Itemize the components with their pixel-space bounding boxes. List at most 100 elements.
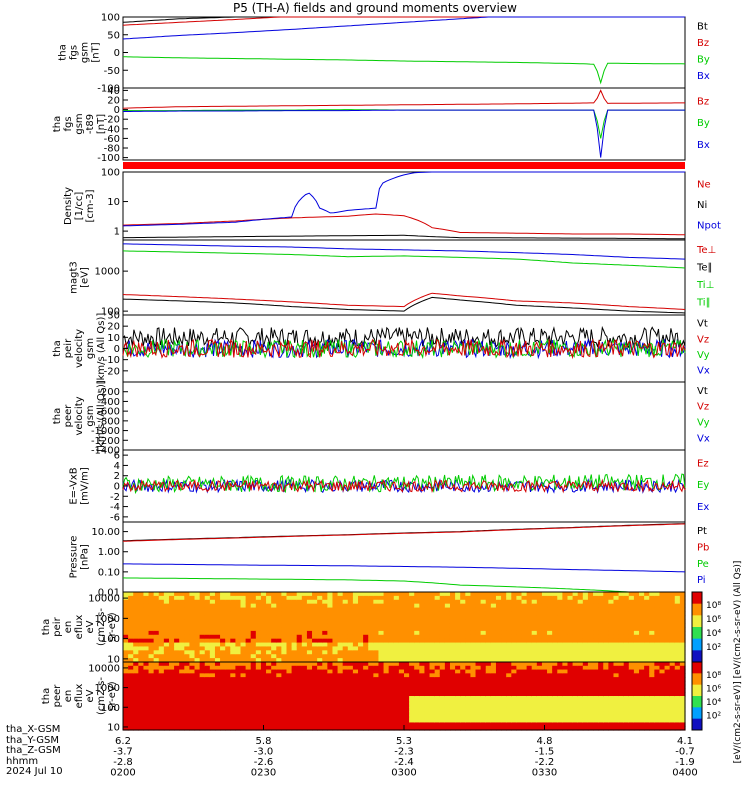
spectrogram-cell	[562, 630, 569, 636]
spectrogram-cell	[123, 692, 129, 697]
spectrogram-cell	[674, 726, 681, 731]
spectrogram-cell	[587, 688, 594, 693]
spectrogram-cell	[209, 688, 216, 693]
spectrogram-cell	[649, 595, 655, 601]
spectrogram-cell	[511, 658, 517, 663]
spectrogram-cell	[669, 611, 676, 616]
spectrogram-cell	[398, 703, 405, 708]
spectrogram-cell	[547, 680, 553, 686]
spectrogram-cell	[587, 603, 594, 609]
spectrogram-cell	[194, 684, 201, 690]
spectrogram-cell	[567, 646, 574, 651]
spectrogram-cell	[475, 654, 482, 659]
spectrogram-cell	[148, 634, 155, 640]
spectrogram-cell	[434, 627, 441, 632]
spectrogram-cell	[562, 592, 569, 597]
spectrogram-cell	[271, 611, 277, 616]
spectrogram-cell	[633, 595, 640, 601]
spectrogram-cell	[373, 642, 380, 648]
spectrogram-cell	[337, 707, 344, 712]
spectrogram-cell	[628, 607, 635, 613]
spectrogram-cell	[383, 688, 390, 693]
spectrogram-cell	[552, 638, 558, 644]
spectrogram-cell	[312, 627, 318, 632]
spectrogram-cell	[516, 646, 523, 651]
spectrogram-cell	[383, 684, 390, 690]
spectrogram-cell	[158, 688, 165, 693]
spectrogram-cell	[424, 707, 431, 712]
spectrogram-cell	[153, 623, 160, 628]
spectrogram-cell	[582, 669, 589, 674]
spectrogram-cell	[291, 623, 298, 628]
spectrogram-cell	[260, 665, 267, 671]
spectrogram-cell	[582, 722, 589, 727]
spectrogram-cell	[598, 611, 604, 616]
spectrogram-cell	[495, 623, 502, 628]
spectrogram-cell	[633, 673, 640, 678]
y-tick-label: 10	[107, 654, 120, 665]
spectrogram-cell	[501, 692, 507, 697]
spectrogram-cell	[587, 634, 594, 640]
spectrogram-cell	[363, 718, 369, 724]
spectrogram-cell	[490, 684, 497, 690]
spectrogram-cell	[674, 692, 681, 697]
spectrogram-cell	[639, 630, 645, 636]
spectrogram-cell	[255, 646, 262, 651]
y-axis-label-line: eflux	[74, 615, 85, 640]
spectrogram-cell	[633, 703, 640, 708]
spectrogram-cell	[271, 680, 277, 686]
spectrogram-cell	[480, 699, 487, 705]
spectrogram-cell	[296, 696, 303, 701]
spectrogram-cell	[281, 718, 288, 724]
spectrogram-cell	[449, 677, 456, 682]
spectrogram-cell	[516, 630, 523, 636]
spectrogram-cell	[669, 714, 676, 720]
spectrogram-cell	[214, 722, 221, 727]
spectrogram-cell	[153, 603, 160, 609]
spectrogram-cell	[337, 603, 344, 609]
spectrogram-cell	[301, 638, 308, 644]
spectrogram-cell	[337, 665, 344, 671]
spectrogram-cell	[199, 592, 206, 597]
spectrogram-cell	[168, 650, 175, 655]
spectrogram-cell	[368, 718, 374, 724]
spectrogram-cell	[194, 646, 201, 651]
spectrogram-cell	[460, 718, 466, 724]
spectrogram-cell	[378, 599, 385, 605]
spectrogram-cell	[143, 669, 150, 674]
spectrogram-cell	[419, 718, 426, 724]
y-axis-label-line: en	[63, 690, 74, 703]
spectrogram-cell	[593, 658, 599, 663]
spectrogram-cell	[419, 714, 426, 720]
spectrogram-cell	[582, 684, 589, 690]
spectrogram-cell	[654, 669, 661, 674]
spectrogram-cell	[613, 726, 620, 731]
spectrogram-cell	[475, 718, 482, 724]
spectrogram-cell	[531, 615, 538, 620]
spectrogram-cell	[306, 615, 313, 620]
spectrogram-cell	[623, 603, 630, 609]
spectrogram-cell	[266, 696, 272, 701]
spectrogram-cell	[577, 703, 584, 708]
spectrogram-cell	[204, 722, 211, 727]
colorbar-tick-label: 10⁸	[706, 601, 721, 611]
spectrogram-cell	[245, 696, 252, 701]
spectrogram-cell	[455, 722, 461, 727]
spectrogram-cell	[470, 634, 477, 640]
spectrogram-cell	[659, 607, 666, 613]
spectrogram-cell	[516, 654, 523, 659]
spectrogram-cell	[654, 630, 661, 636]
spectrogram-cell	[424, 650, 431, 655]
spectrogram-cell	[562, 611, 569, 616]
spectrogram-cell	[158, 714, 165, 720]
spectrogram-cell	[312, 665, 318, 671]
spectrogram-cell	[143, 595, 150, 601]
spectrogram-cell	[526, 688, 533, 693]
spectrogram-cell	[419, 595, 426, 601]
spectrogram-cell	[220, 592, 226, 597]
spectrogram-cell	[179, 611, 185, 616]
spectrogram-cell	[327, 707, 334, 712]
spectrogram-cell	[245, 669, 252, 674]
spectrogram-cell	[659, 603, 666, 609]
spectrogram-cell	[429, 603, 436, 609]
